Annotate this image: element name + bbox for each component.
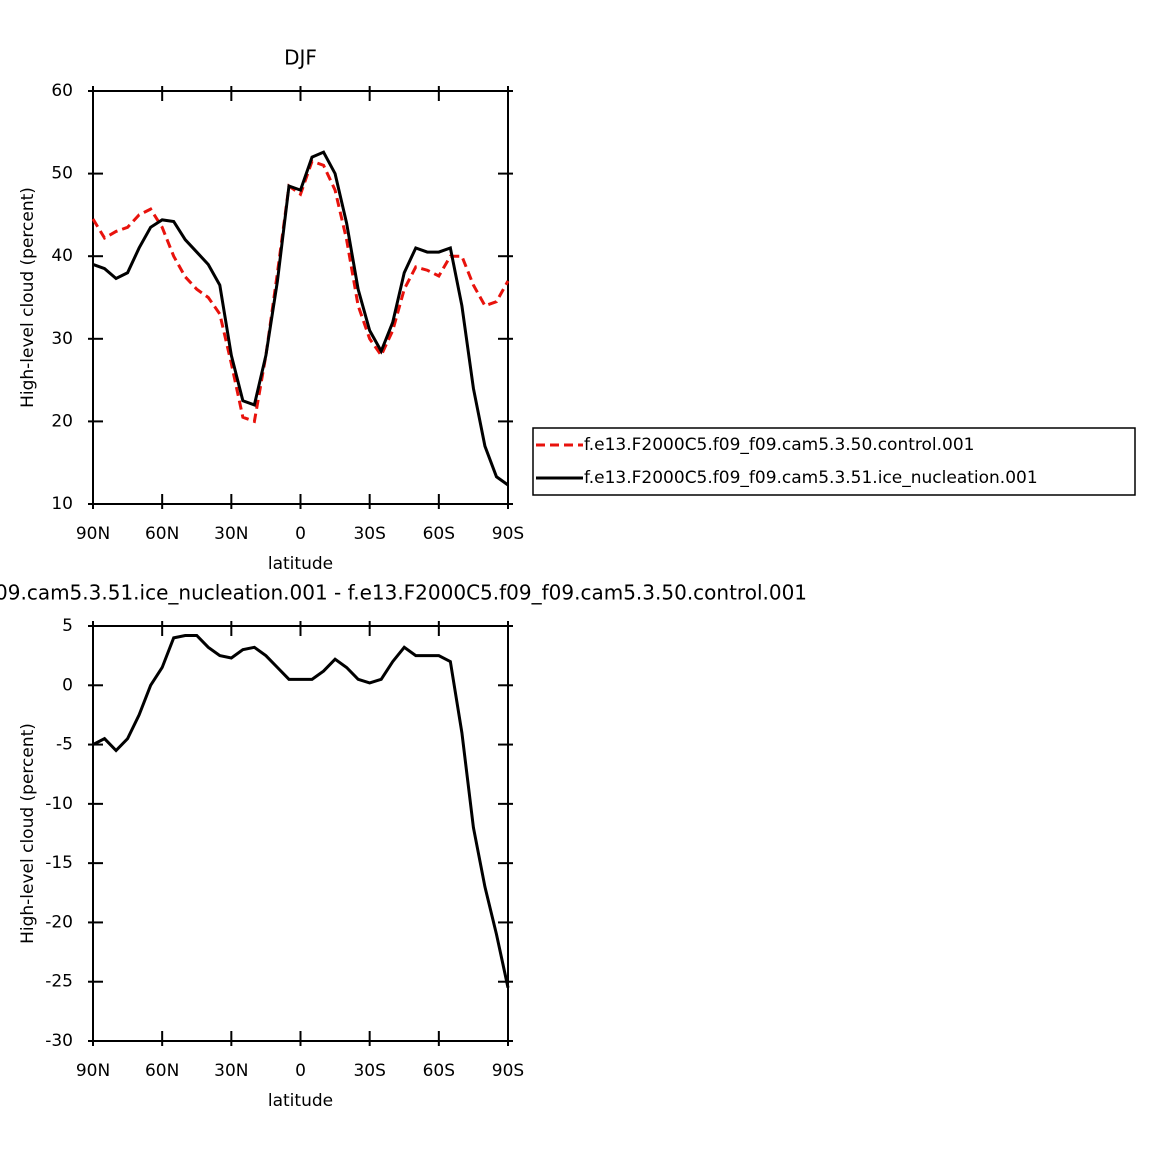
x-tick-label: 30S: [353, 1061, 385, 1081]
x-tick-label: 30S: [353, 524, 385, 544]
plot-frame: [92, 625, 509, 1042]
y-tick-label: 50: [51, 164, 73, 184]
y-tick-label: -25: [45, 972, 73, 992]
chart-title: f.e13.F2000C5.f09_f09.cam5.3.51.ice_nucl…: [0, 581, 807, 605]
x-tick-label: 90S: [492, 524, 524, 544]
data-line: [92, 150, 509, 487]
y-tick-label: -20: [45, 912, 73, 932]
chart-title: DJF: [284, 46, 317, 70]
data-line: [91, 159, 510, 424]
y-tick-label: 20: [51, 411, 73, 431]
x-tick-label: 60S: [423, 524, 455, 544]
y-tick-label: 5: [62, 616, 73, 636]
y-tick-label: 40: [51, 246, 73, 266]
y-tick-label: 30: [51, 329, 73, 349]
y-tick-label: 0: [62, 675, 73, 695]
y-axis-label: High-level cloud (percent): [18, 723, 38, 944]
x-tick-label: 90N: [76, 524, 110, 544]
y-axis-label: High-level cloud (percent): [18, 187, 38, 408]
legend-box: [532, 427, 1136, 496]
y-tick-label: -30: [45, 1031, 73, 1051]
x-tick-label: 30N: [214, 1061, 248, 1081]
plot-frame: [92, 90, 509, 505]
x-tick-label: 60N: [145, 524, 179, 544]
legend-label: f.e13.F2000C5.f09_f09.cam5.3.51.ice_nucl…: [584, 468, 1038, 488]
y-tick-label: 60: [51, 81, 73, 101]
x-tick-label: 60N: [145, 1061, 179, 1081]
x-tick-label: 0: [295, 524, 306, 544]
x-axis-label: latitude: [268, 554, 333, 574]
data-line: [92, 633, 510, 988]
x-tick-label: 30N: [214, 524, 248, 544]
x-tick-label: 60S: [423, 1061, 455, 1081]
y-tick-label: -10: [45, 794, 73, 814]
y-tick-label: -15: [45, 853, 73, 873]
x-tick-label: 90N: [76, 1061, 110, 1081]
x-axis-label: latitude: [268, 1091, 333, 1111]
y-tick-label: 10: [51, 494, 73, 514]
y-tick-label: -5: [56, 735, 73, 755]
legend-label: f.e13.F2000C5.f09_f09.cam5.3.50.control.…: [584, 435, 975, 455]
x-tick-label: 0: [295, 1061, 306, 1081]
x-tick-label: 90S: [492, 1061, 524, 1081]
